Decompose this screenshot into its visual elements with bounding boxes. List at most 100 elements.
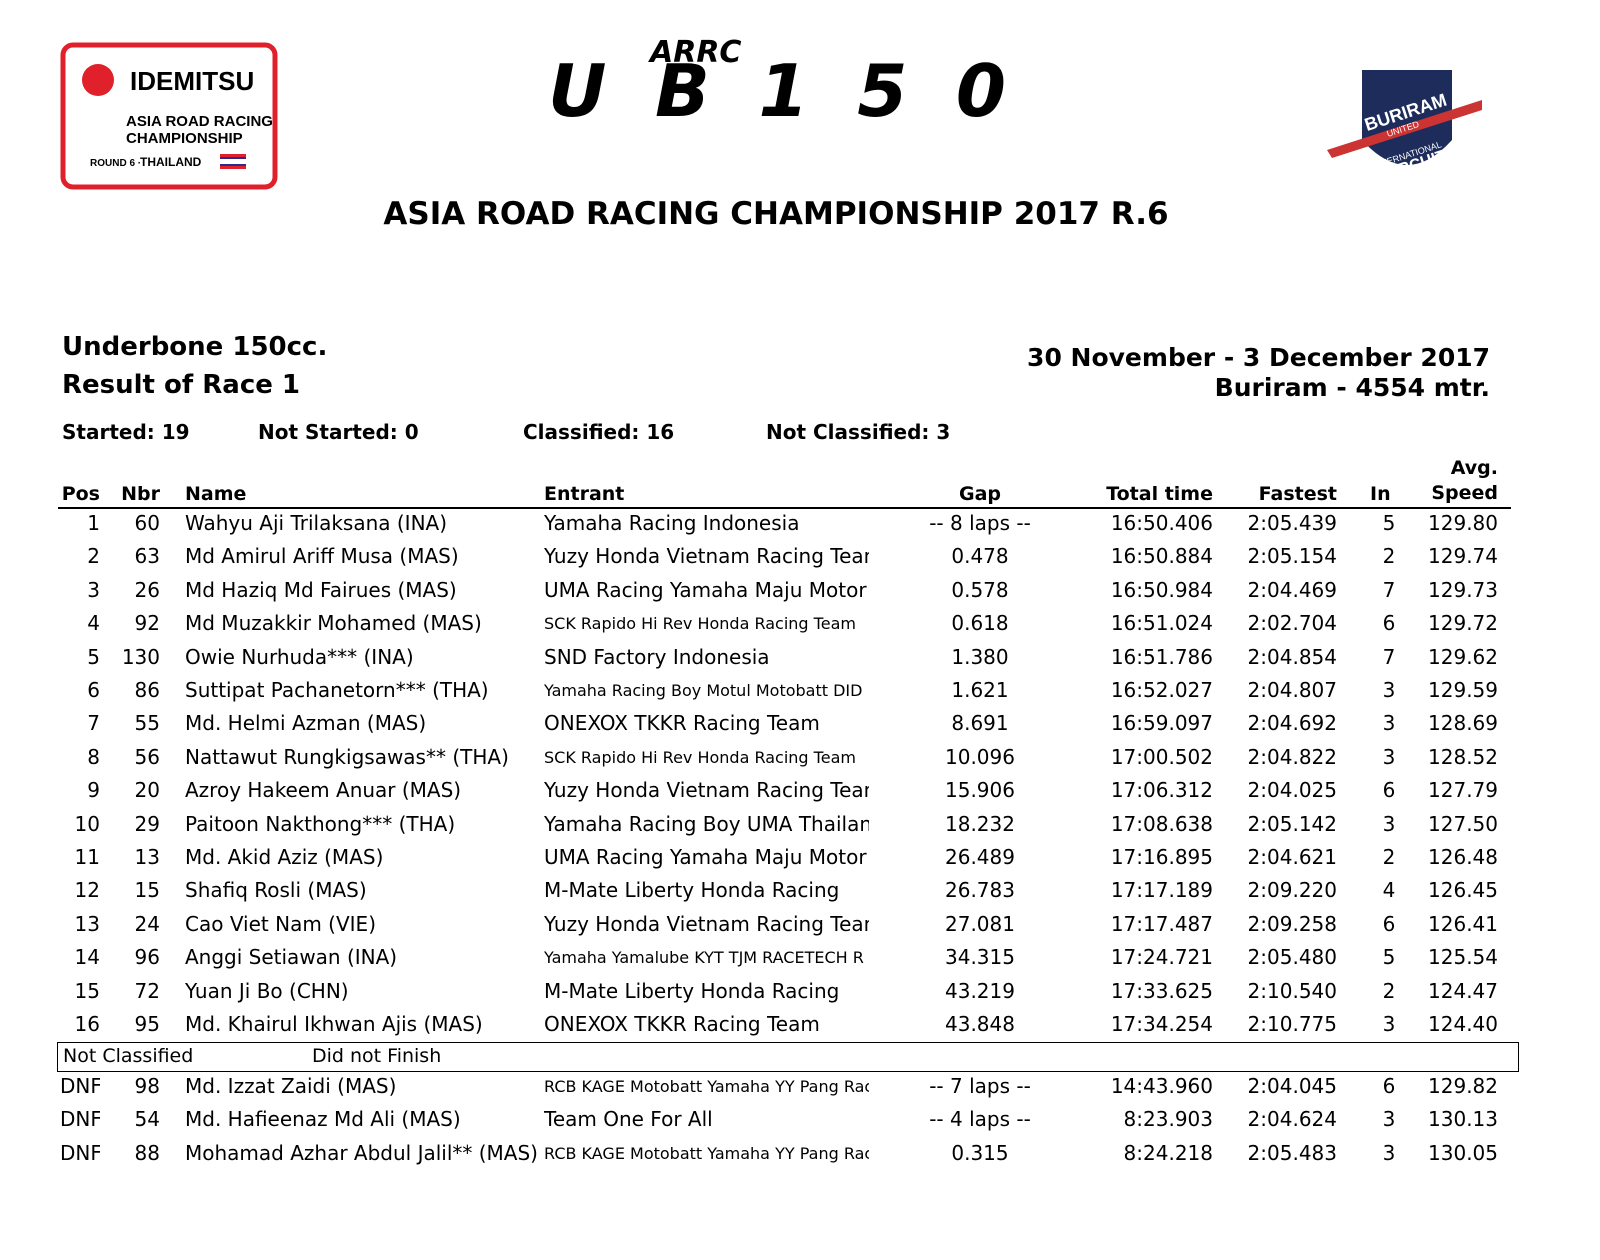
avg-speed: 126.48 — [1428, 845, 1498, 869]
name: Anggi Setiawan (INA) — [185, 945, 398, 970]
fastest: 2:05.154 — [1247, 544, 1337, 569]
in: 3 — [1382, 811, 1396, 836]
in: 3 — [1382, 1107, 1396, 1132]
nbr: 20 — [134, 778, 160, 803]
fastest: 2:04.854 — [1247, 644, 1337, 669]
entrant: RCB KAGE Motobatt Yamaha YY Pang Racing — [544, 1143, 869, 1163]
ub150-logo: ARRC UB150 — [548, 36, 1008, 122]
in: 6 — [1382, 778, 1396, 803]
fastest: 2:09.220 — [1247, 878, 1337, 903]
column-header: Pos — [61, 483, 100, 505]
entrant: Yamaha Racing Boy Motul Motobatt DID — [544, 681, 863, 700]
avg-speed: 129.62 — [1428, 644, 1498, 669]
dates: 30 November - 3 December 2017 — [1027, 343, 1490, 372]
session: Result of Race 1 — [62, 370, 301, 400]
in: 3 — [1382, 744, 1396, 769]
pos: 16 — [74, 1012, 100, 1036]
pos: DNF — [60, 1140, 100, 1165]
name: Md Haziq Md Fairues (MAS) — [185, 577, 457, 602]
in: 3 — [1382, 1012, 1396, 1036]
idemitsu-logo: IDEMITSU ASIA ROAD RACING CHAMPIONSHIP R… — [60, 42, 278, 190]
fastest: 2:04.807 — [1247, 678, 1337, 702]
logo-line: ASIA ROAD RACING — [126, 113, 273, 130]
gap: 8.691 — [951, 711, 1009, 736]
gap: 15.906 — [945, 778, 1015, 803]
avg-speed: 125.54 — [1428, 945, 1498, 970]
in: 6 — [1382, 911, 1396, 936]
gap: 1.621 — [951, 678, 1009, 702]
name: Paitoon Nakthong*** (THA) — [185, 811, 456, 836]
entrant: Yamaha Yamalube KYT TJM RACETECH R — [544, 948, 864, 968]
total-time: 16:52.027 — [1110, 678, 1213, 702]
avg-speed: 129.82 — [1428, 1074, 1498, 1098]
name: Md. Khairul Ikhwan Ajis (MAS) — [185, 1012, 483, 1036]
avg-speed: 129.59 — [1428, 678, 1498, 702]
fastest: 2:04.621 — [1247, 845, 1337, 869]
pos: 12 — [74, 878, 100, 903]
column-header: Fastest — [1258, 483, 1337, 505]
gap: 27.081 — [945, 911, 1015, 936]
column-header: Name — [185, 483, 247, 505]
name: Suttipat Pachanetorn*** (THA) — [185, 678, 489, 702]
column-header: Avg. Speed — [1431, 457, 1498, 504]
fastest: 2:05.439 — [1247, 511, 1337, 535]
total-time: 17:17.189 — [1110, 878, 1213, 903]
name: Md. Hafieenaz Md Ali (MAS) — [185, 1107, 461, 1132]
avg-speed: 129.80 — [1428, 511, 1498, 535]
nbr: 24 — [134, 911, 160, 936]
entrant: SCK Rapido Hi Rev Honda Racing Team — [544, 747, 856, 767]
pos: 10 — [74, 811, 100, 836]
fastest: 2:04.025 — [1247, 778, 1337, 803]
nbr: 54 — [134, 1107, 160, 1132]
entrant: SCK Rapido Hi Rev Honda Racing Team — [544, 614, 856, 634]
avg-speed: 129.74 — [1428, 544, 1498, 569]
avg-speed: 126.41 — [1428, 911, 1498, 936]
nbr: 86 — [134, 678, 160, 702]
in: 7 — [1382, 577, 1396, 602]
name: Nattawut Rungkigsawas** (THA) — [185, 744, 509, 769]
buriram-logo: BURIRAM UNITED INTERNATIONAL CIRCUIT — [1327, 70, 1482, 184]
avg-speed: 124.40 — [1428, 1012, 1498, 1036]
gap: 0.315 — [951, 1140, 1009, 1165]
fastest: 2:10.540 — [1247, 978, 1337, 1003]
name: Azroy Hakeem Anuar (MAS) — [185, 778, 462, 803]
avg-speed: 128.52 — [1428, 744, 1498, 769]
pos: DNF — [60, 1107, 100, 1132]
total-time: 17:24.721 — [1110, 945, 1213, 970]
column-header: Entrant — [544, 483, 625, 505]
pos: 8 — [87, 744, 100, 769]
name: Md. Akid Aziz (MAS) — [185, 845, 384, 869]
stat: Not Classified: 3 — [766, 420, 951, 444]
entrant: UMA Racing Yamaha Maju Motor — [544, 845, 867, 869]
total-time: 17:06.312 — [1110, 778, 1213, 803]
gap: 34.315 — [945, 945, 1015, 970]
column-header: Gap — [958, 483, 1002, 505]
name: Md. Izzat Zaidi (MAS) — [185, 1074, 397, 1098]
gap: 0.478 — [951, 544, 1009, 569]
fastest: 2:04.624 — [1247, 1107, 1337, 1132]
in: 6 — [1382, 611, 1396, 636]
nbr: 15 — [134, 878, 160, 903]
in: 3 — [1382, 1140, 1396, 1165]
in: 5 — [1382, 511, 1396, 535]
brand: IDEMITSU — [130, 66, 254, 96]
fastest: 2:10.775 — [1247, 1012, 1337, 1036]
fastest: 2:04.692 — [1247, 711, 1337, 736]
fastest: 2:02.704 — [1247, 611, 1337, 636]
entrant: Yuzy Honda Vietnam Racing Team — [544, 544, 869, 569]
entrant: M-Mate Liberty Honda Racing — [544, 978, 840, 1003]
gap: 43.219 — [945, 978, 1015, 1003]
avg-speed: 130.13 — [1428, 1107, 1498, 1132]
class: Underbone 150cc. — [62, 332, 328, 362]
entrant: Yamaha Racing Boy UMA Thailand — [544, 811, 869, 836]
logo-main: UB150 — [548, 49, 1008, 122]
pos: 6 — [87, 678, 100, 702]
logo-top: ARRC — [648, 36, 741, 70]
logo-country: THAILAND — [140, 155, 202, 169]
entrant: SND Factory Indonesia — [544, 644, 770, 669]
avg-speed: 127.79 — [1428, 778, 1498, 803]
name: Md Amirul Ariff Musa (MAS) — [185, 544, 459, 569]
name: Md. Helmi Azman (MAS) — [185, 711, 427, 736]
gap: 0.618 — [951, 611, 1009, 636]
